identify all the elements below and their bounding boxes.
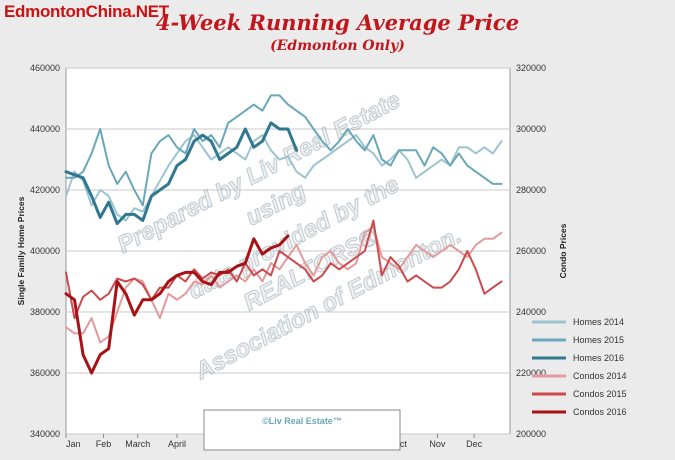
y-right-axis-label: Condo Prices	[558, 223, 568, 278]
site-logo: EdmontonChina.NET	[4, 2, 169, 21]
chart-title: 4-Week Running Average Price	[155, 10, 520, 35]
y-right-tick-label: 200000	[516, 429, 546, 439]
legend-label: Homes 2016	[573, 353, 624, 363]
legend-label: Condos 2016	[573, 407, 627, 417]
series-line-condos-2016	[64, 234, 290, 375]
y-left-tick-label: 380000	[30, 307, 60, 317]
y-right-tick-label: 240000	[516, 307, 546, 317]
y-left-tick-label: 420000	[30, 185, 60, 195]
copyright-box	[203, 409, 401, 451]
y-left-tick-label: 440000	[30, 124, 60, 134]
series-line-homes-2014	[65, 134, 503, 222]
y-right-tick-label: 280000	[516, 185, 546, 195]
y-right-tick-label: 260000	[516, 246, 546, 256]
series-line-homes-2015	[65, 94, 503, 207]
y-left-tick-label: 340000	[30, 429, 60, 439]
series-line-condos-2014	[65, 225, 503, 344]
series-line-homes-2016	[64, 121, 298, 226]
copyright-text: ©Liv Real Estate™	[262, 416, 342, 426]
x-tick-label: Nov	[429, 439, 446, 449]
y-right-tick-label: 320000	[516, 63, 546, 73]
x-tick-label: Jan	[66, 439, 81, 449]
series-line-condos-2015	[65, 219, 503, 320]
x-tick-label: March	[125, 439, 150, 449]
x-tick-label: Feb	[96, 439, 112, 449]
y-left-tick-label: 400000	[30, 246, 60, 256]
x-tick-label: April	[168, 439, 186, 449]
y-left-axis-label: Single Family Home Prices	[16, 196, 26, 305]
y-left-tick-label: 360000	[30, 368, 60, 378]
chart-subtitle: (Edmonton Only)	[270, 38, 405, 54]
legend-label: Homes 2014	[573, 317, 624, 327]
legend-label: Condos 2014	[573, 371, 627, 381]
y-right-tick-label: 300000	[516, 124, 546, 134]
x-tick-label: Dec	[466, 439, 483, 449]
y-left-tick-label: 460000	[30, 63, 60, 73]
legend-label: Condos 2015	[573, 389, 627, 399]
y-right-tick-label: 220000	[516, 368, 546, 378]
legend-label: Homes 2015	[573, 335, 624, 345]
